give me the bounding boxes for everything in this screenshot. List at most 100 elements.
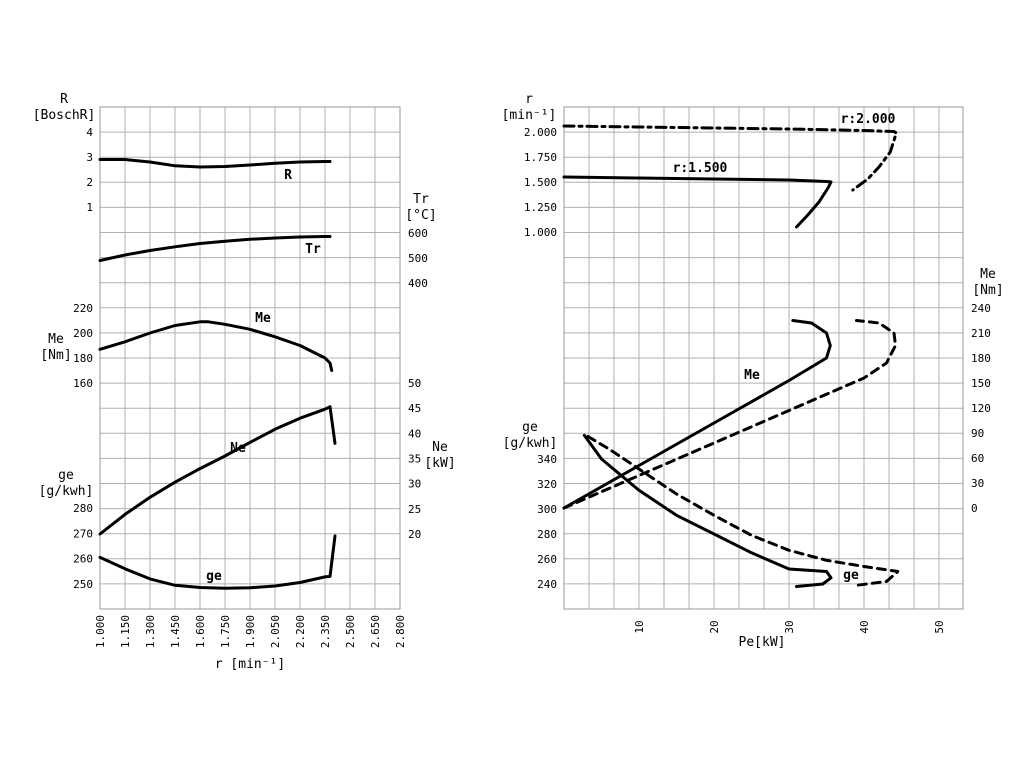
x-tick-left: 1.450 <box>169 615 182 648</box>
x-tick-left: 2.200 <box>294 615 307 648</box>
y-tick-Me-right-panel: 0 <box>971 502 978 515</box>
y-tick-Me-right-panel: 150 <box>971 377 991 390</box>
curve-label-Tr: Tr <box>305 242 321 257</box>
x-tick-left: 2.800 <box>394 615 407 648</box>
x-tick-left: 1.600 <box>194 615 207 648</box>
x-tick-left: 2.650 <box>369 615 382 648</box>
curve-tr-vs-r <box>98 235 332 262</box>
y-tick-Me-right-panel: 120 <box>971 402 991 415</box>
axis-unit-R: [BoschR] <box>33 108 96 123</box>
y-tick-r-right-panel: 1.250 <box>524 201 557 214</box>
curve-r-vs-r <box>98 158 332 169</box>
axis-label-Me-right: Me <box>980 267 996 282</box>
y-tick-r-right-panel: 1.750 <box>524 151 557 164</box>
y-tick-ge-left: 270 <box>73 527 93 540</box>
x-tick-left: 1.300 <box>144 615 157 648</box>
y-tick-Me-left: 180 <box>73 352 93 365</box>
y-tick-ge-left: 250 <box>73 578 93 591</box>
x-axis-label-left: r [min⁻¹] <box>215 657 285 672</box>
curve-label-R: R <box>284 168 292 183</box>
curve-ge-vs-r <box>98 534 337 590</box>
y-tick-Ne-right: 45 <box>408 402 421 415</box>
y-tick-Tr-right: 500 <box>408 252 428 265</box>
x-tick-right: 40 <box>858 620 871 633</box>
axis-label-ge-left: ge <box>58 468 74 483</box>
x-tick-right: 50 <box>933 620 946 633</box>
x-axis-label-right: Pe[kW] <box>739 635 786 650</box>
y-tick-Me-right-panel: 180 <box>971 352 991 365</box>
y-tick-Me-right-panel: 210 <box>971 327 991 340</box>
x-tick-left: 1.000 <box>94 615 107 648</box>
y-tick-ge-right-panel: 260 <box>537 553 557 566</box>
y-tick-ge-right-panel: 240 <box>537 578 557 591</box>
y-tick-ge-right-panel: 280 <box>537 528 557 541</box>
y-tick-Me-right-panel: 90 <box>971 427 984 440</box>
curve-ge-solid-vs-pe <box>582 433 833 588</box>
x-tick-left: 1.150 <box>119 615 132 648</box>
y-tick-R-left: 1 <box>86 201 93 214</box>
curve-label-Me-right: Me <box>744 368 760 383</box>
y-tick-Me-right-panel: 240 <box>971 302 991 315</box>
curve-me-vs-r <box>98 320 334 372</box>
curve-r-dash-dot-vs-pe <box>562 124 898 192</box>
curve-ne-vs-r <box>98 405 337 536</box>
y-tick-Me-left: 200 <box>73 327 93 340</box>
y-tick-R-left: 2 <box>86 176 93 189</box>
curve-r-solid-vs-pe <box>562 175 833 229</box>
axis-label-Me-left: Me <box>48 332 64 347</box>
x-tick-left: 2.350 <box>319 615 332 648</box>
y-tick-R-left: 3 <box>86 151 93 164</box>
curve-label-ge-right: ge <box>843 568 859 583</box>
y-tick-ge-left: 280 <box>73 502 93 515</box>
annotation-r1500: r:1.500 <box>673 161 728 176</box>
axis-label-r: r <box>525 92 533 107</box>
x-tick-right: 20 <box>708 620 721 633</box>
y-tick-r-right-panel: 1.000 <box>524 226 557 239</box>
curve-me-dashed-vs-pe <box>562 319 897 510</box>
y-tick-ge-right-panel: 340 <box>537 453 557 466</box>
y-tick-Ne-right: 50 <box>408 377 421 390</box>
left-plot-frame <box>99 106 401 610</box>
x-tick-right: 10 <box>633 620 646 633</box>
x-tick-left: 2.050 <box>269 615 282 648</box>
y-tick-Me-left: 160 <box>73 377 93 390</box>
x-tick-left: 1.750 <box>219 615 232 648</box>
y-tick-Tr-right: 600 <box>408 227 428 240</box>
y-tick-Ne-right: 25 <box>408 503 421 516</box>
axis-label-ge-right: ge <box>522 420 538 435</box>
y-tick-R-left: 4 <box>86 126 93 139</box>
right-plot-frame <box>563 106 964 610</box>
y-tick-Ne-right: 20 <box>408 528 421 541</box>
axis-unit-Ne: [kW] <box>424 456 455 471</box>
axis-unit-Me-left: [Nm] <box>40 348 71 363</box>
y-tick-Me-right-panel: 30 <box>971 477 984 490</box>
x-tick-right: 30 <box>783 620 796 633</box>
axis-unit-Tr: [°C] <box>405 208 436 223</box>
axis-label-Tr: Tr <box>413 192 429 207</box>
annotation-r2000: r:2.000 <box>841 112 896 127</box>
y-tick-ge-right-panel: 320 <box>537 478 557 491</box>
y-tick-Me-right-panel: 60 <box>971 452 984 465</box>
y-tick-ge-left: 260 <box>73 553 93 566</box>
x-tick-left: 1.900 <box>244 615 257 648</box>
y-tick-Me-left: 220 <box>73 302 93 315</box>
curve-ge-dashed-vs-pe <box>586 435 900 587</box>
curve-label-Ne: Ne <box>230 441 246 456</box>
axis-unit-Me-right: [Nm] <box>972 283 1003 298</box>
y-tick-r-right-panel: 2.000 <box>524 126 557 139</box>
y-tick-Ne-right: 35 <box>408 453 421 466</box>
curve-label-Me-left: Me <box>255 311 271 326</box>
axis-unit-r: [min⁻¹] <box>502 108 557 123</box>
x-tick-left: 2.500 <box>344 615 357 648</box>
axis-label-R: R <box>60 92 68 107</box>
y-tick-Ne-right: 30 <box>408 478 421 491</box>
curve-me-solid-vs-pe <box>562 319 832 510</box>
y-tick-ge-right-panel: 300 <box>537 503 557 516</box>
curve-label-ge-left: ge <box>206 569 222 584</box>
axis-unit-ge-right: [g/kwh] <box>503 436 558 451</box>
y-tick-Tr-right: 400 <box>408 277 428 290</box>
y-tick-r-right-panel: 1.500 <box>524 176 557 189</box>
axis-label-Ne: Ne <box>432 440 448 455</box>
y-tick-Ne-right: 40 <box>408 427 421 440</box>
